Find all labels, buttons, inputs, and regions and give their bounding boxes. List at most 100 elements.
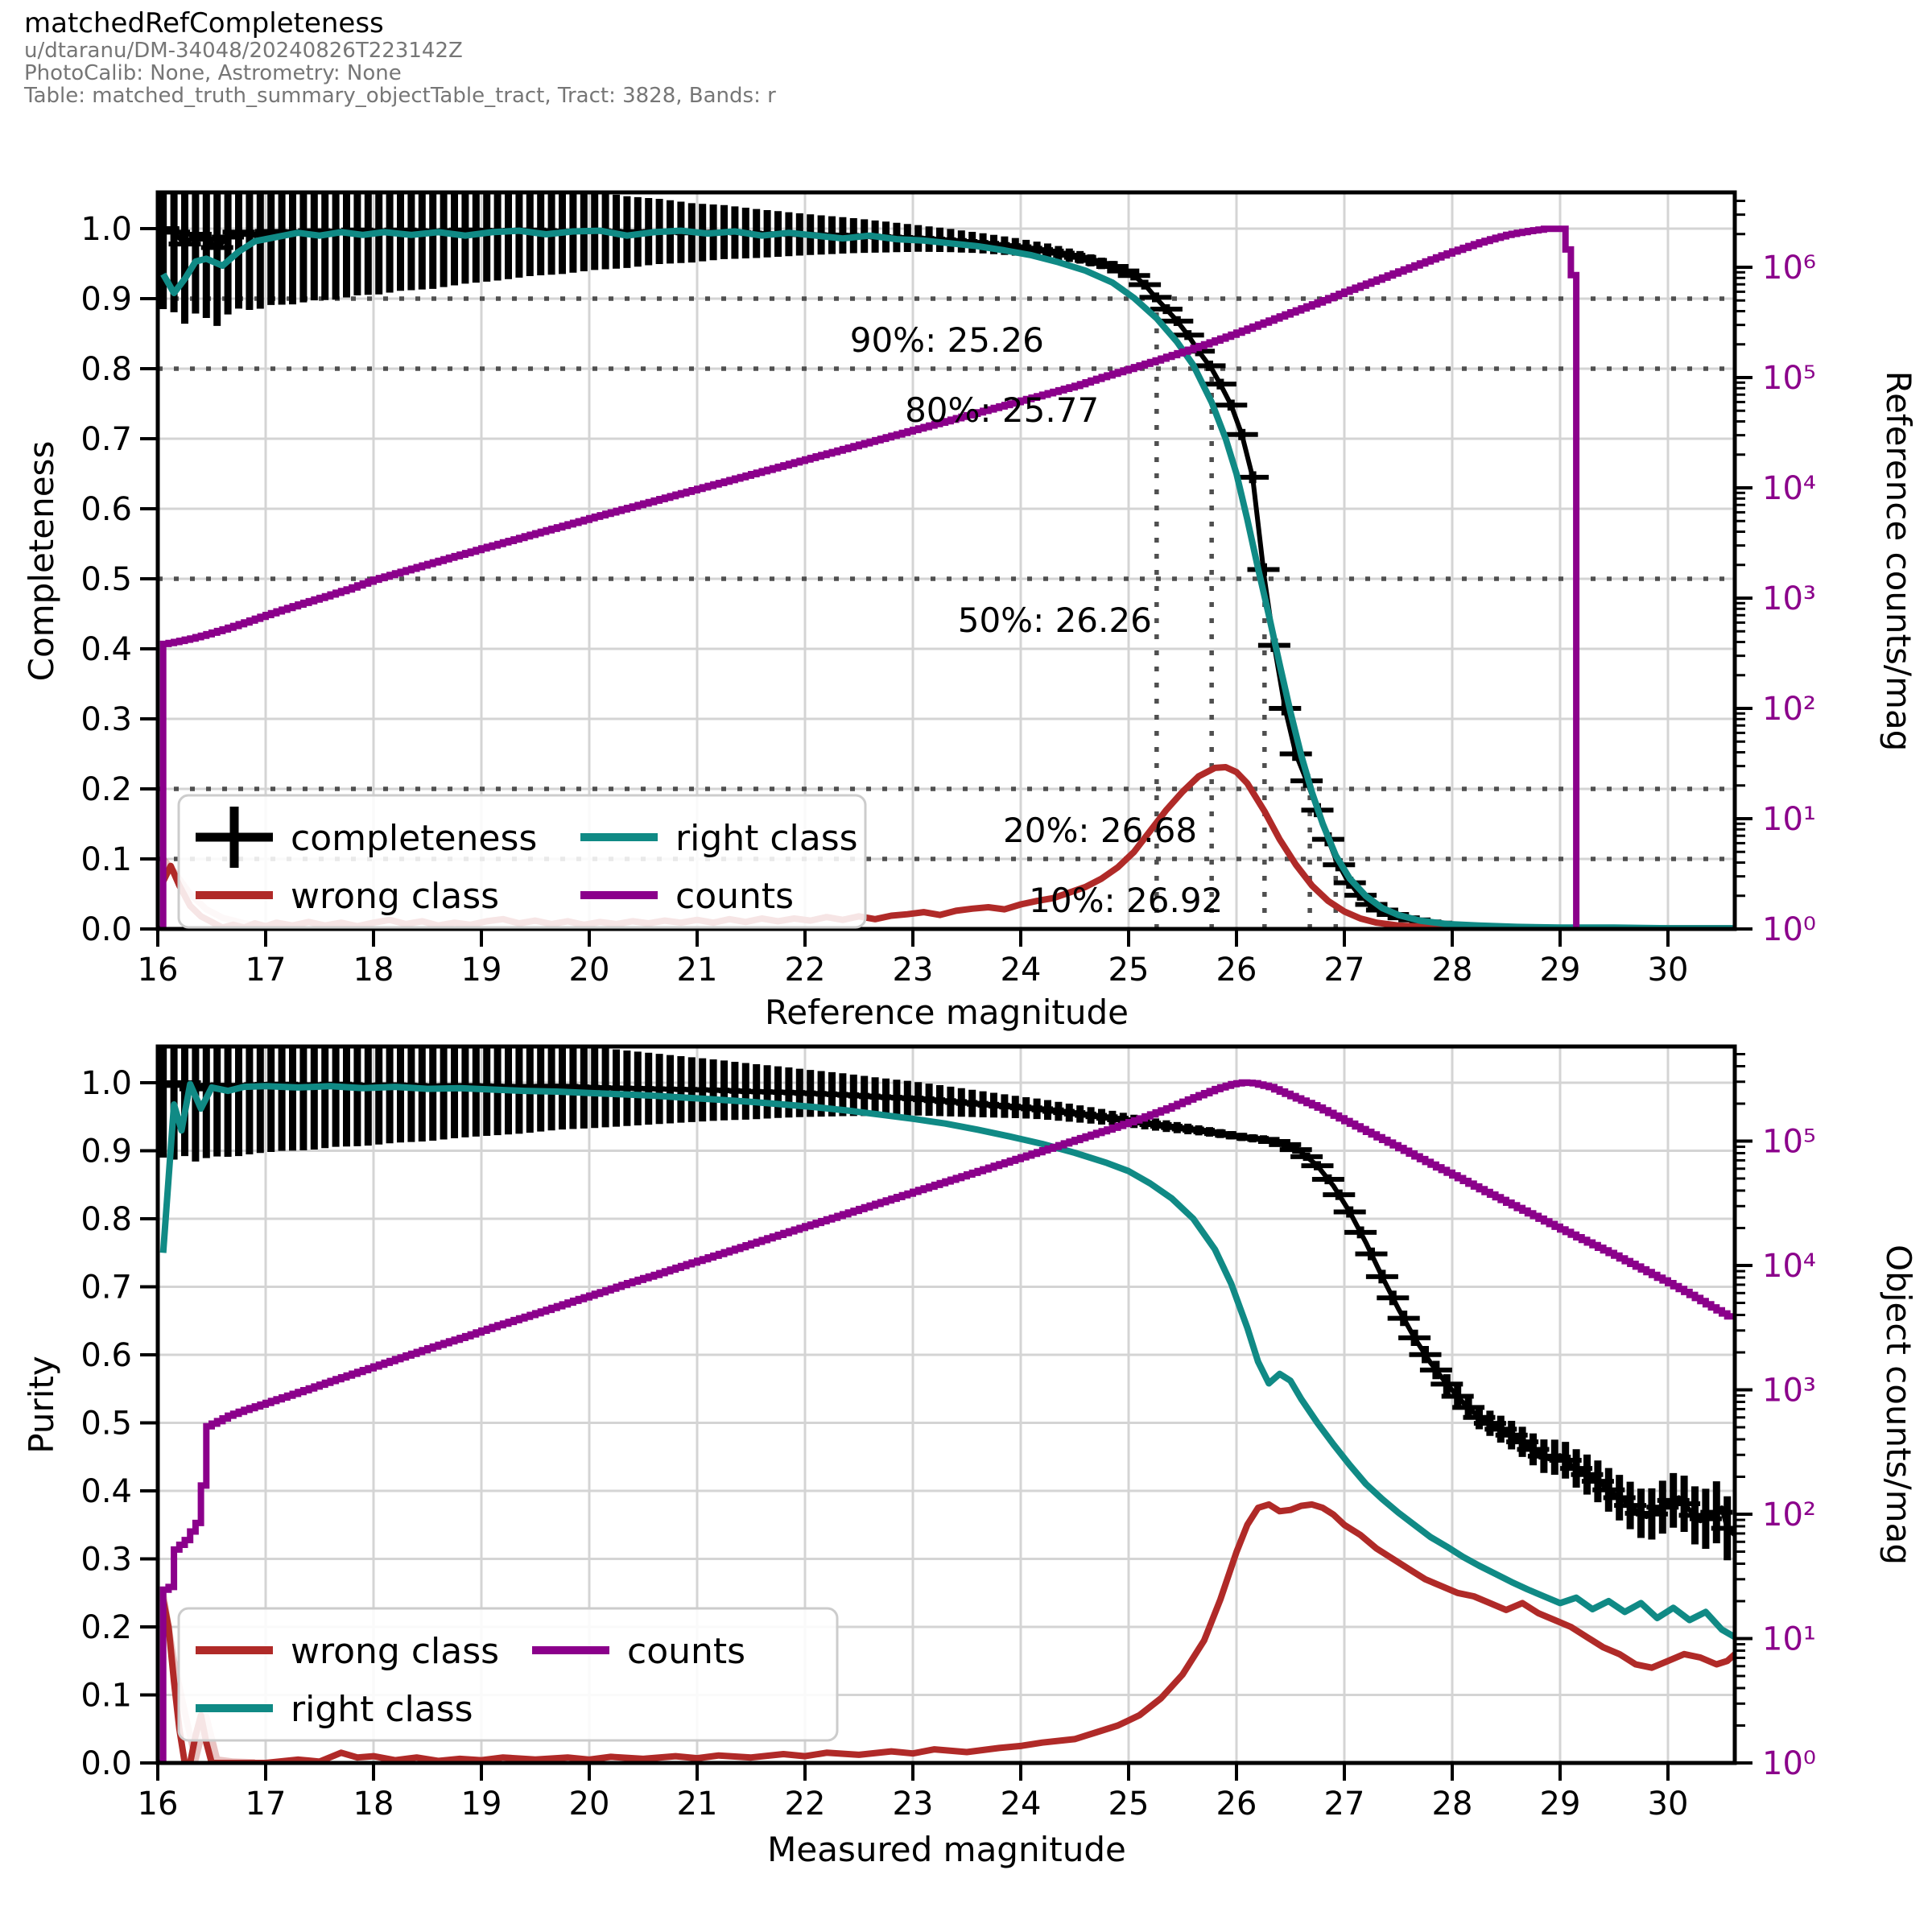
bottom-yaxis-left-label: Purity — [22, 1356, 61, 1453]
bottom-yaxis-right-label: Object counts/mag — [1879, 1245, 1918, 1565]
y-tick-label: 0.0 — [80, 1745, 132, 1782]
x-tick-label: 25 — [1108, 1785, 1150, 1823]
axes-frame: 16 17 18 19 20 21 22 23 24 25 26 27 28 29 30 0.0 0.1 0.2 0… — [80, 1044, 1816, 1823]
x-tick-label: 21 — [677, 1785, 718, 1823]
y2-tick-label: 10⁴ — [1762, 1248, 1816, 1285]
y-tick-label: 0.6 — [80, 491, 132, 528]
x-tick-label: 30 — [1648, 952, 1689, 989]
y-tick-label: 0.7 — [80, 421, 132, 458]
x-tick-label: 23 — [893, 1785, 934, 1823]
x-tick-label: 29 — [1540, 1785, 1581, 1823]
top-yaxis-left-label: Completeness — [22, 441, 61, 682]
legend-label-counts: counts — [627, 1631, 745, 1672]
y-tick-label: 0.4 — [80, 1473, 132, 1510]
page-title: matchedRefCompleteness — [24, 7, 384, 39]
subplot-purity: 16 17 18 19 20 21 22 23 24 25 26 27 28 29 30 0.0 0.1 0.2 0… — [80, 1044, 1816, 1823]
legend: completeness wrong class right class counts — [177, 794, 867, 929]
x-tick-label: 24 — [1001, 1785, 1042, 1823]
y2-tick-label: 10² — [1762, 691, 1816, 728]
x-tick-label: 28 — [1432, 952, 1473, 989]
x-tick-label: 19 — [461, 1785, 502, 1823]
y2-tick-label: 10⁰ — [1762, 1745, 1816, 1782]
y2-tick-label: 10¹ — [1762, 1621, 1816, 1658]
series-purity-errorbars — [158, 1046, 1735, 1561]
x-tick-label: 27 — [1324, 1785, 1365, 1823]
annotation-label: 10%: 26.92 — [1029, 881, 1223, 920]
y2-tick-label: 10³ — [1762, 580, 1816, 617]
legend: wrong class right class counts — [177, 1607, 839, 1742]
series-wrong-class — [159, 1501, 1735, 1763]
x-tick-label: 25 — [1108, 952, 1150, 989]
subtitle-run: u/dtaranu/DM-34048/20240826T223142Z — [24, 39, 463, 64]
x-tick-label: 22 — [785, 1785, 826, 1823]
annotation-label: 50%: 26.26 — [958, 601, 1152, 640]
y-tick-label: 0.7 — [80, 1269, 132, 1307]
x-tick-label: 18 — [353, 1785, 394, 1823]
x-tick-label: 16 — [138, 952, 179, 989]
x-tick-label: 17 — [246, 1785, 287, 1823]
threshold-annotations: 90%: 25.26 80%: 25.77 50%: 26.26 20%: 26.68… — [850, 320, 1224, 920]
y2-tick-label: 10⁴ — [1762, 470, 1816, 507]
subplot-completeness: 16 17 18 19 20 21 22 23 24 25 26 27 28 29 30 0.0 0.1 0.2 0… — [80, 190, 1816, 989]
plots-group: 16 17 18 19 20 21 22 23 24 25 26 27 28 29 30 0.0 0.1 0.2 0… — [80, 190, 1816, 1823]
y-tick-label: 0.5 — [80, 561, 132, 598]
x-tick-label: 28 — [1432, 1785, 1473, 1823]
legend-label-right-class: right class — [291, 1689, 473, 1730]
y-tick-label: 0.2 — [80, 771, 132, 808]
y-tick-label: 0.3 — [80, 701, 132, 738]
y-tick-label: 0.1 — [80, 1678, 132, 1715]
axes-frame: 16 17 18 19 20 21 22 23 24 25 26 27 28 29 30 0.0 0.1 0.2 0… — [80, 190, 1816, 989]
legend-label-wrong-class: wrong class — [291, 1631, 499, 1672]
y-tick-label: 0.8 — [80, 1201, 132, 1238]
y-tick-label: 0.4 — [80, 631, 132, 668]
x-tick-label: 22 — [785, 952, 826, 989]
x-tick-label: 19 — [461, 952, 502, 989]
y2-tick-label: 10² — [1762, 1496, 1816, 1534]
y2-tick-label: 10³ — [1762, 1373, 1816, 1410]
subtitle-calib: PhotoCalib: None, Astrometry: None — [24, 61, 402, 86]
y2-tick-label: 10¹ — [1762, 801, 1816, 838]
x-tick-label: 26 — [1216, 1785, 1257, 1823]
y-tick-label: 1.0 — [80, 211, 132, 248]
series-group — [158, 1046, 1735, 1763]
figure-header: matchedRefCompleteness u/dtaranu/DM-3404… — [24, 7, 776, 109]
annotation-label: 80%: 25.77 — [905, 390, 1099, 430]
y-tick-label: 0.6 — [80, 1337, 132, 1374]
legend-label-right-class: right class — [675, 818, 858, 859]
annotation-label: 90%: 25.26 — [850, 320, 1044, 360]
y-tick-label: 0.0 — [80, 911, 132, 948]
y-tick-label: 0.8 — [80, 351, 132, 388]
x-tick-label: 29 — [1540, 952, 1581, 989]
series-right-class — [160, 227, 1733, 929]
gridlines — [156, 192, 1735, 931]
y-tick-label: 0.9 — [80, 281, 132, 318]
x-tick-label: 26 — [1216, 952, 1257, 989]
y2-tick-label: 10⁶ — [1762, 250, 1816, 287]
x-tick-label: 27 — [1324, 952, 1365, 989]
bottom-xaxis-label: Measured magnitude — [767, 1830, 1126, 1869]
y-tick-label: 0.5 — [80, 1406, 132, 1443]
y-tick-label: 0.1 — [80, 841, 132, 878]
y-tick-label: 1.0 — [80, 1065, 132, 1102]
legend-label-completeness: completeness — [291, 818, 537, 859]
series-right-class — [159, 1080, 1735, 1641]
x-tick-label: 21 — [677, 952, 718, 989]
x-tick-label: 20 — [569, 952, 610, 989]
series-counts — [158, 1079, 1735, 1763]
subtitle-table: Table: matched_truth_summary_objectTable… — [24, 84, 776, 109]
annotation-label: 20%: 26.68 — [1003, 811, 1197, 850]
legend-label-counts: counts — [675, 876, 794, 917]
series-counts — [158, 225, 1580, 929]
x-tick-label: 20 — [569, 1785, 610, 1823]
y2-tick-label: 10⁵ — [1762, 1124, 1816, 1161]
top-yaxis-right-label: Reference counts/mag — [1879, 371, 1918, 752]
y-tick-label: 0.3 — [80, 1542, 132, 1579]
x-tick-label: 18 — [353, 952, 394, 989]
x-tick-label: 24 — [1001, 952, 1042, 989]
x-tick-label: 30 — [1648, 1785, 1689, 1823]
x-tick-label: 17 — [246, 952, 287, 989]
y-tick-label: 0.2 — [80, 1609, 132, 1646]
top-xaxis-label: Reference magnitude — [765, 993, 1129, 1032]
x-tick-label: 16 — [138, 1785, 179, 1823]
